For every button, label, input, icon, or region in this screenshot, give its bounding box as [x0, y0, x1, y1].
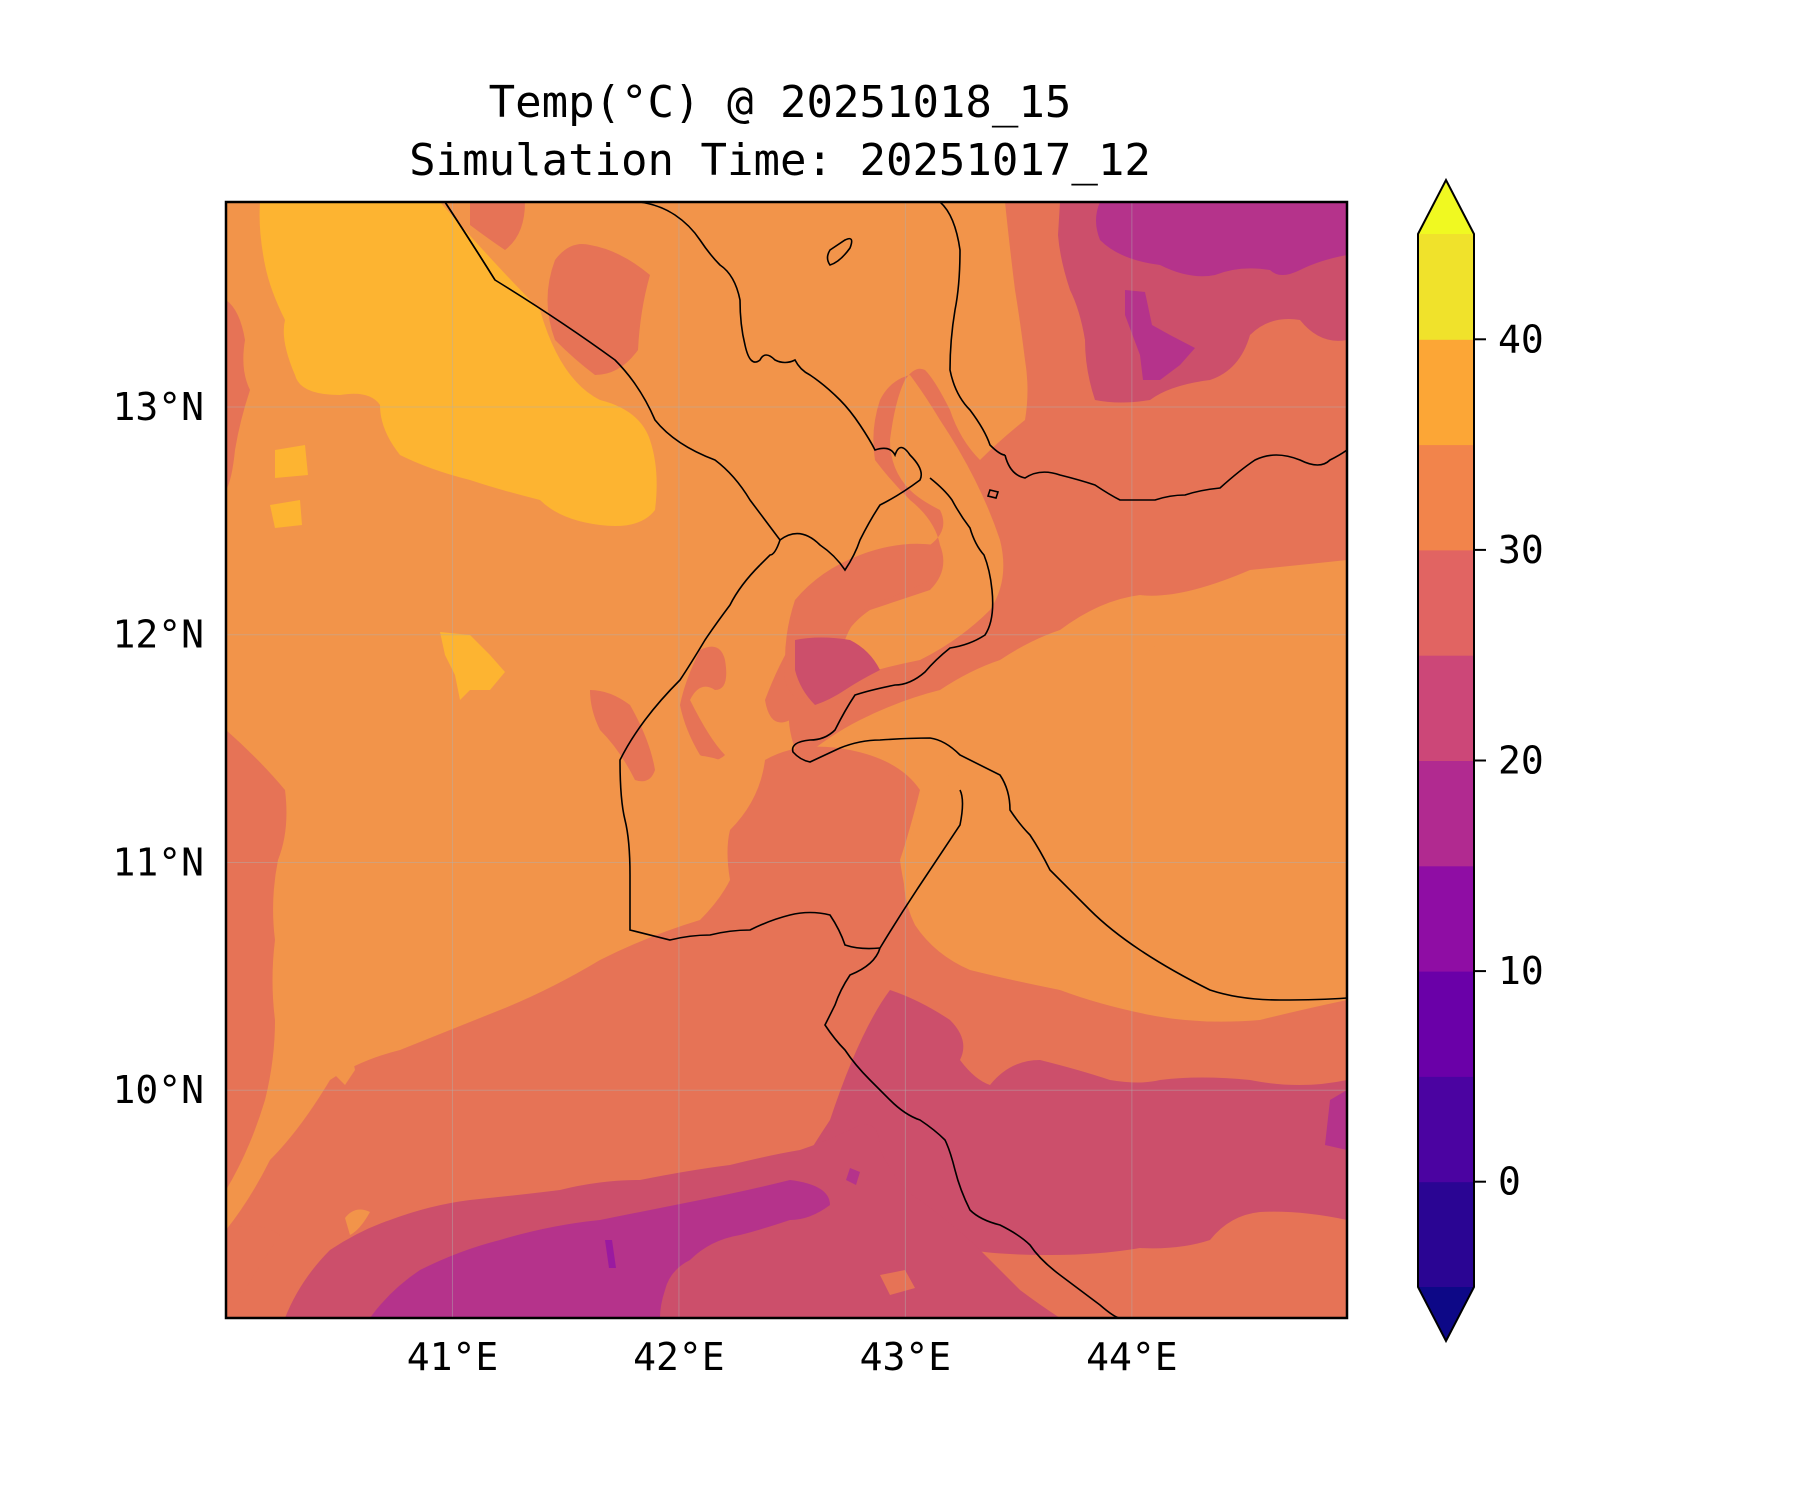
latitude-tick-labels: 13°N 12°N 11°N 10°N: [112, 385, 204, 1112]
colorbar-segment: [1418, 1076, 1474, 1183]
border-djibouti-ethiopia: [619, 564, 881, 950]
contour-band-25-30: [470, 202, 525, 250]
colorbar-extend-over: [1418, 180, 1474, 234]
coastline-yemen: [939, 202, 1006, 456]
colorbar-tick-label: 30: [1498, 528, 1544, 572]
colorbar-extend-under: [1418, 1287, 1474, 1341]
longitude-tick-labels: 41°E 42°E 43°E 44°E: [407, 1335, 1178, 1379]
contour-band-35-40-northwest: [259, 202, 657, 526]
colorbar-segment: [1418, 971, 1474, 1077]
contour-band-35-40-patch: [270, 500, 302, 528]
border-eritrea-ethiopia: [444, 202, 496, 281]
border-eritrea-djibouti: [759, 539, 781, 566]
island-dahlak: [826, 237, 853, 266]
colorbar-segment: [1418, 339, 1474, 446]
contour-band-30-35-patch: [646, 755, 734, 935]
title-line-1: Temp(°C) @ 20251018_15: [488, 77, 1072, 128]
longitude-tick-label: 44°E: [1086, 1335, 1178, 1379]
contour-band-30-35-east: [903, 570, 1347, 1022]
colorbar-tick-label: 40: [1498, 317, 1544, 361]
colorbar-segment: [1418, 234, 1474, 340]
contour-band-20-25-southeast: [770, 990, 1347, 1264]
colorbar-segment: [1418, 1181, 1474, 1288]
contour-band-20-25-tadjoura: [795, 637, 880, 705]
contour-band-15-20-south: [370, 1180, 830, 1318]
contour-band-30-35-patch: [345, 1209, 370, 1235]
contour-band-25-30-west-north: [226, 300, 250, 490]
colorbar-segment: [1418, 760, 1474, 867]
contour-band-35-40-patch: [440, 632, 505, 700]
contour-band-25-30: [680, 646, 727, 760]
contour-band-25-30: [590, 690, 655, 782]
colorbar: 0 10 20 30 40: [1417, 177, 1544, 1344]
colorbar-segment: [1418, 444, 1474, 551]
contour-band-15-20-patch: [846, 1168, 860, 1185]
colorbar-outline: [1417, 177, 1475, 1344]
contour-band-35-40-patch: [275, 445, 308, 478]
contour-band-25-30: [226, 1226, 280, 1300]
coastline-djibouti: [791, 477, 1347, 1001]
coastline-somaliland-north: [1004, 449, 1347, 501]
contour-band-15-20-east: [1325, 1090, 1347, 1150]
colorbar-segment: [1418, 655, 1474, 761]
coastlines-borders: [444, 202, 1347, 1318]
island-small: [986, 489, 1000, 499]
colorbar-segment: [1418, 549, 1474, 656]
longitude-tick-label: 41°E: [407, 1335, 499, 1379]
contour-band-15-20-patch: [1125, 290, 1195, 380]
latitude-tick-label: 10°N: [112, 1068, 204, 1112]
colorbar-tick-label: 20: [1498, 739, 1544, 783]
title-line-2: Simulation Time: 20251017_12: [409, 135, 1151, 186]
map-frame: [224, 200, 1349, 1320]
contour-band-10-15-patch: [605, 1240, 616, 1268]
latitude-tick-label: 11°N: [112, 840, 204, 884]
contour-band-15-20-northeast: [1096, 202, 1347, 277]
gridlines: [226, 202, 1347, 1318]
contour-band-25-30-west: [226, 730, 287, 1190]
colorbar-tick-label: 10: [1498, 949, 1544, 993]
contour-band-25-30-patch: [880, 1270, 915, 1295]
colorbar-tick-label: 0: [1498, 1160, 1521, 1204]
contour-band-30-35-patch: [335, 1045, 355, 1085]
border-ethiopia-somaliland: [824, 947, 1121, 1318]
contour-band-25-30: [547, 244, 650, 375]
map-area: [226, 202, 1347, 1318]
longitude-tick-label: 43°E: [860, 1335, 952, 1379]
colorbar-segment: [1418, 865, 1474, 972]
coastline-eritrea: [444, 202, 923, 572]
longitude-tick-label: 42°E: [633, 1335, 725, 1379]
latitude-tick-label: 12°N: [112, 613, 204, 657]
latitude-tick-label: 13°N: [112, 385, 204, 429]
border-djibouti-somaliland: [879, 789, 964, 949]
